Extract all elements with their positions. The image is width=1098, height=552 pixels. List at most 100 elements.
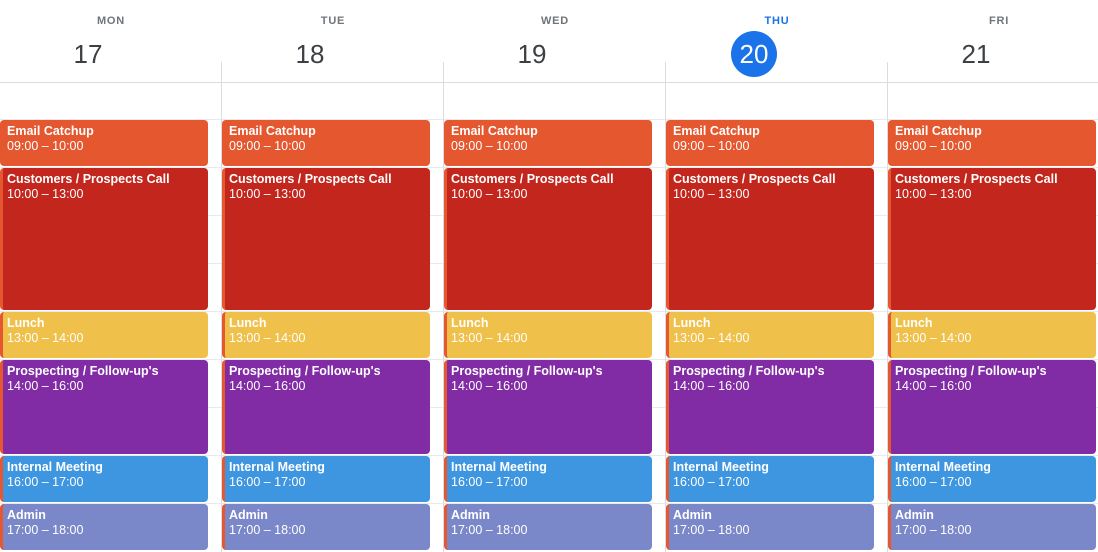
event-time: 13:00 – 14:00 <box>229 331 306 345</box>
event-lunch[interactable]: Lunch 13:00 – 14:00 <box>444 312 652 358</box>
event-time: 09:00 – 10:00 <box>895 139 972 153</box>
event-internal-meeting[interactable]: Internal Meeting 16:00 – 17:00 <box>888 456 1096 502</box>
event-time: 13:00 – 14:00 <box>673 331 750 345</box>
event-admin[interactable]: Admin 17:00 – 18:00 <box>666 504 874 550</box>
event-lunch[interactable]: Lunch 13:00 – 14:00 <box>666 312 874 358</box>
day-date[interactable]: 18 <box>295 39 325 69</box>
event-time: 09:00 – 10:00 <box>673 139 750 153</box>
event-time: 10:00 – 13:00 <box>895 187 972 201</box>
event-admin[interactable]: Admin 17:00 – 18:00 <box>0 504 208 550</box>
day-date[interactable]: 17 <box>73 39 103 69</box>
event-time: 17:00 – 18:00 <box>7 523 84 537</box>
event-email-catchup[interactable]: Email Catchup 09:00 – 10:00 <box>0 120 208 166</box>
event-prospecting-follow-ups[interactable]: Prospecting / Follow-up's 14:00 – 16:00 <box>666 360 874 454</box>
event-time: 09:00 – 10:00 <box>229 139 306 153</box>
event-title: Admin <box>451 508 490 522</box>
day-date[interactable]: 21 <box>961 39 991 69</box>
event-title: Email Catchup <box>673 124 760 138</box>
event-prospecting-follow-ups[interactable]: Prospecting / Follow-up's 14:00 – 16:00 <box>0 360 208 454</box>
event-lunch[interactable]: Lunch 13:00 – 14:00 <box>222 312 430 358</box>
event-time: 13:00 – 14:00 <box>895 331 972 345</box>
event-time: 13:00 – 14:00 <box>7 331 84 345</box>
hour-gridline <box>0 359 1098 360</box>
event-time: 14:00 – 16:00 <box>895 379 972 393</box>
event-title: Customers / Prospects Call <box>673 172 836 186</box>
event-time: 10:00 – 13:00 <box>229 187 306 201</box>
event-title: Lunch <box>451 316 489 330</box>
event-title: Customers / Prospects Call <box>7 172 170 186</box>
event-time: 14:00 – 16:00 <box>229 379 306 393</box>
day-divider <box>443 62 444 552</box>
event-time: 10:00 – 13:00 <box>7 187 84 201</box>
event-time: 16:00 – 17:00 <box>229 475 306 489</box>
day-header[interactable]: TUE 18 <box>222 0 444 82</box>
event-admin[interactable]: Admin 17:00 – 18:00 <box>888 504 1096 550</box>
day-header[interactable]: WED 19 <box>444 0 666 82</box>
event-admin[interactable]: Admin 17:00 – 18:00 <box>444 504 652 550</box>
event-title: Internal Meeting <box>895 460 991 474</box>
event-title: Internal Meeting <box>673 460 769 474</box>
event-customers-prospects-call[interactable]: Customers / Prospects Call 10:00 – 13:00 <box>888 168 1096 310</box>
event-customers-prospects-call[interactable]: Customers / Prospects Call 10:00 – 13:00 <box>444 168 652 310</box>
day-header[interactable]: MON 17 <box>0 0 222 82</box>
today-date-badge[interactable]: 20 <box>731 31 777 77</box>
event-title: Prospecting / Follow-up's <box>451 364 603 378</box>
day-of-week: TUE <box>320 15 346 27</box>
event-internal-meeting[interactable]: Internal Meeting 16:00 – 17:00 <box>444 456 652 502</box>
event-time: 09:00 – 10:00 <box>451 139 528 153</box>
event-customers-prospects-call[interactable]: Customers / Prospects Call 10:00 – 13:00 <box>222 168 430 310</box>
event-title: Admin <box>673 508 712 522</box>
event-email-catchup[interactable]: Email Catchup 09:00 – 10:00 <box>222 120 430 166</box>
day-header[interactable]: THU 20 <box>666 0 888 82</box>
event-lunch[interactable]: Lunch 13:00 – 14:00 <box>0 312 208 358</box>
event-time: 10:00 – 13:00 <box>451 187 528 201</box>
event-time: 17:00 – 18:00 <box>229 523 306 537</box>
day-header[interactable]: FRI 21 <box>888 0 1098 82</box>
day-column-fri: FRI 21 Email Catchup 09:00 – 10:00 Custo… <box>888 0 1098 552</box>
event-title: Customers / Prospects Call <box>451 172 614 186</box>
event-title: Internal Meeting <box>7 460 103 474</box>
day-divider <box>887 62 888 552</box>
event-time: 16:00 – 17:00 <box>7 475 84 489</box>
event-internal-meeting[interactable]: Internal Meeting 16:00 – 17:00 <box>666 456 874 502</box>
day-divider <box>221 62 222 552</box>
event-title: Email Catchup <box>229 124 316 138</box>
event-email-catchup[interactable]: Email Catchup 09:00 – 10:00 <box>444 120 652 166</box>
day-column-tue: TUE 18 Email Catchup 09:00 – 10:00 Custo… <box>222 0 444 552</box>
event-prospecting-follow-ups[interactable]: Prospecting / Follow-up's 14:00 – 16:00 <box>222 360 430 454</box>
event-title: Lunch <box>895 316 933 330</box>
event-title: Customers / Prospects Call <box>229 172 392 186</box>
event-customers-prospects-call[interactable]: Customers / Prospects Call 10:00 – 13:00 <box>0 168 208 310</box>
event-time: 10:00 – 13:00 <box>673 187 750 201</box>
event-internal-meeting[interactable]: Internal Meeting 16:00 – 17:00 <box>222 456 430 502</box>
event-admin[interactable]: Admin 17:00 – 18:00 <box>222 504 430 550</box>
event-time: 16:00 – 17:00 <box>673 475 750 489</box>
day-date[interactable]: 19 <box>517 39 547 69</box>
event-email-catchup[interactable]: Email Catchup 09:00 – 10:00 <box>888 120 1096 166</box>
event-email-catchup[interactable]: Email Catchup 09:00 – 10:00 <box>666 120 874 166</box>
event-lunch[interactable]: Lunch 13:00 – 14:00 <box>888 312 1096 358</box>
event-time: 17:00 – 18:00 <box>673 523 750 537</box>
day-of-week: MON <box>96 15 126 27</box>
event-time: 09:00 – 10:00 <box>7 139 84 153</box>
hour-gridline <box>0 311 1098 312</box>
event-prospecting-follow-ups[interactable]: Prospecting / Follow-up's 14:00 – 16:00 <box>888 360 1096 454</box>
event-title: Lunch <box>7 316 45 330</box>
event-title: Prospecting / Follow-up's <box>229 364 381 378</box>
event-title: Email Catchup <box>7 124 94 138</box>
event-title: Customers / Prospects Call <box>895 172 1058 186</box>
event-time: 14:00 – 16:00 <box>673 379 750 393</box>
event-time: 13:00 – 14:00 <box>451 331 528 345</box>
event-title: Admin <box>895 508 934 522</box>
hour-gridline <box>0 119 1098 120</box>
header-border <box>0 82 1098 83</box>
event-time: 14:00 – 16:00 <box>7 379 84 393</box>
day-column-mon: MON 17 Email Catchup 09:00 – 10:00 Custo… <box>0 0 222 552</box>
event-customers-prospects-call[interactable]: Customers / Prospects Call 10:00 – 13:00 <box>666 168 874 310</box>
event-title: Prospecting / Follow-up's <box>895 364 1047 378</box>
event-title: Email Catchup <box>451 124 538 138</box>
event-internal-meeting[interactable]: Internal Meeting 16:00 – 17:00 <box>0 456 208 502</box>
event-time: 14:00 – 16:00 <box>451 379 528 393</box>
event-prospecting-follow-ups[interactable]: Prospecting / Follow-up's 14:00 – 16:00 <box>444 360 652 454</box>
event-title: Prospecting / Follow-up's <box>7 364 159 378</box>
